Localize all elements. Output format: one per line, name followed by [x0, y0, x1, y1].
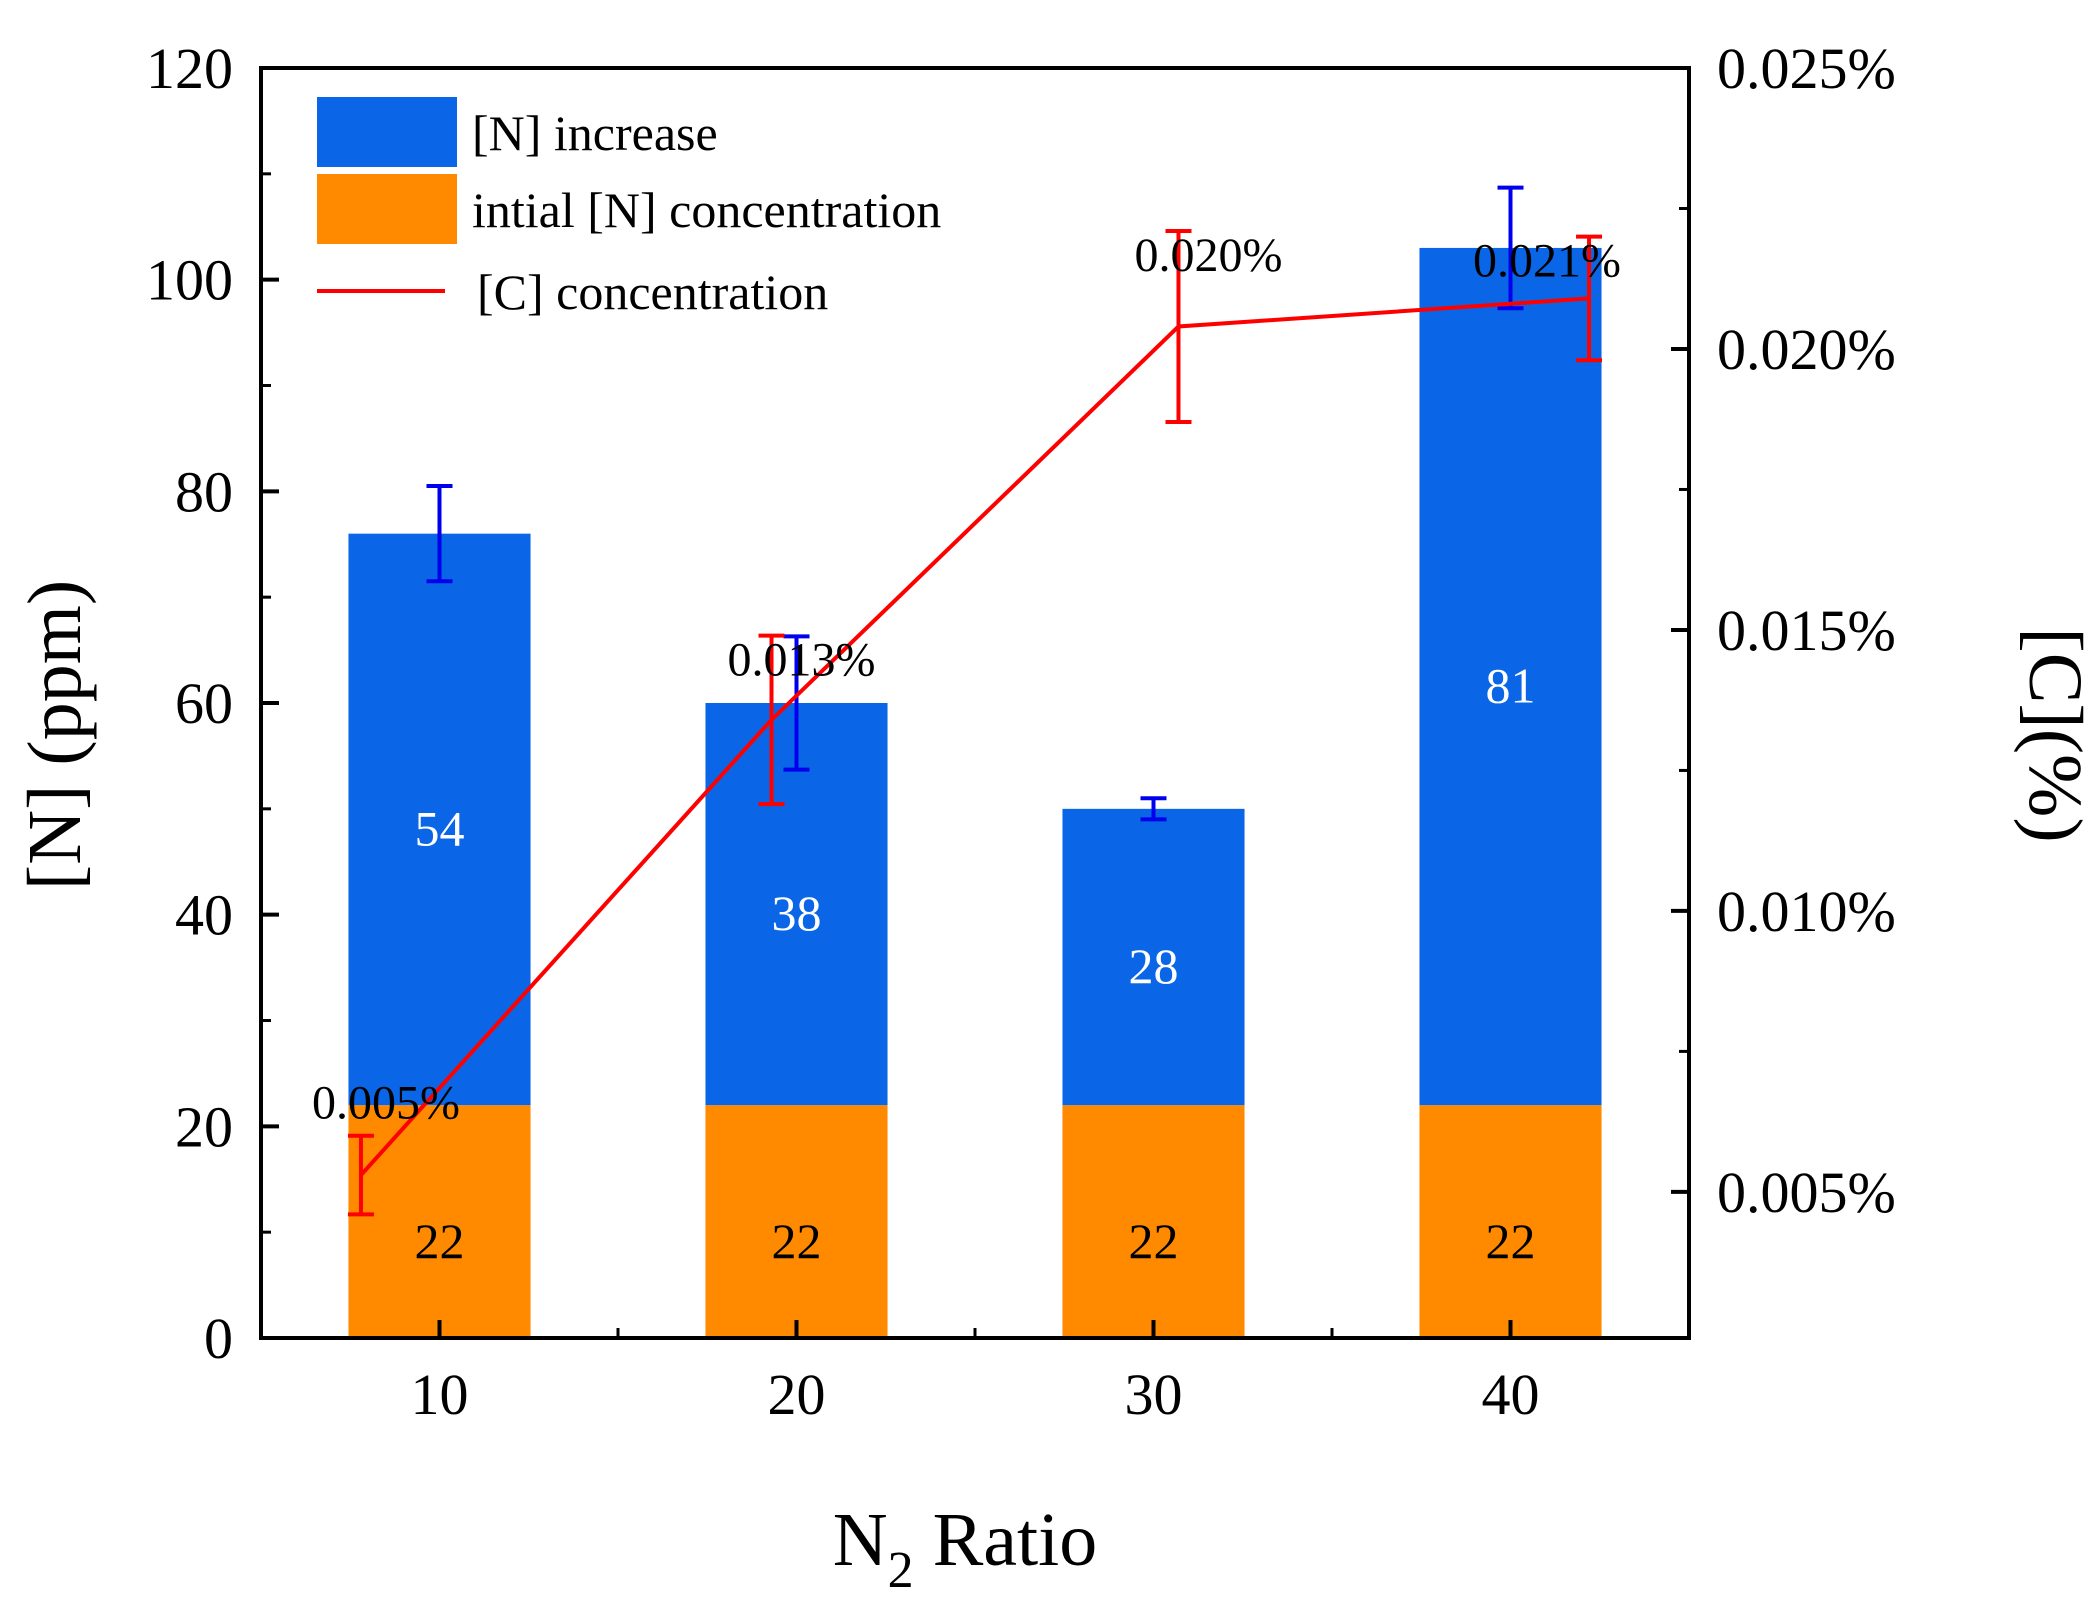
y2-tick-label: 0.015% — [1717, 598, 1896, 663]
x-axis-title-suffix: Ratio — [914, 1498, 1098, 1582]
bars-layer — [348, 247, 1602, 1338]
bar — [348, 533, 531, 1106]
y-tick-label: 0 — [204, 1306, 233, 1371]
x-tick-label: 20 — [768, 1362, 826, 1427]
carbon-line — [359, 296, 1590, 1177]
y-axis-title: [N] (ppm) — [13, 580, 97, 890]
bar-data-label: 54 — [415, 800, 465, 856]
y-tick-label: 20 — [175, 1094, 233, 1159]
bar-data-label: 22 — [1486, 1213, 1536, 1269]
x-tick-label: 10 — [411, 1362, 469, 1427]
legend: [N] increase intial [N] concentration [C… — [317, 97, 941, 320]
y-tick-label: 120 — [146, 36, 233, 101]
legend-swatch-initial — [317, 174, 457, 244]
bar-data-label: 22 — [772, 1213, 822, 1269]
carbon-data-label: 0.013% — [728, 634, 876, 687]
bar — [1419, 1105, 1602, 1338]
x-tick-label: 40 — [1482, 1362, 1540, 1427]
y-tick-label: 40 — [175, 883, 233, 948]
bar-labels-layer: 22 54 22 38 22 28 22 81 — [415, 658, 1536, 1269]
x-axis-title-subscript: 2 — [888, 1542, 914, 1599]
y2-tick-label: 0.020% — [1717, 317, 1896, 382]
legend-swatch-increase — [317, 97, 457, 167]
bar-data-label: 22 — [1129, 1213, 1179, 1269]
bar-data-label: 81 — [1486, 658, 1536, 714]
bar — [705, 1105, 888, 1338]
bar — [1062, 808, 1245, 1106]
axis-ticks: 10 20 30 40 0 20 40 60 80 100 120 0.005% 0.010% 0.015… — [146, 36, 1896, 1427]
carbon-data-label: 0.021% — [1473, 235, 1621, 288]
bar-data-label: 28 — [1129, 938, 1179, 994]
y2-tick-label: 0.010% — [1717, 879, 1896, 944]
y-tick-label: 100 — [146, 248, 233, 313]
bar-errorbars — [426, 185, 1524, 822]
carbon-line-layer: 0.005% 0.013% 0.020% 0.021% — [312, 228, 1621, 1217]
legend-label-carbon: [C] concentration — [477, 264, 828, 320]
carbon-data-label: 0.005% — [312, 1077, 460, 1130]
legend-label-increase: [N] increase — [472, 105, 718, 161]
bar-data-label: 22 — [415, 1213, 465, 1269]
bar — [348, 1105, 531, 1338]
y2-tick-label: 0.025% — [1717, 36, 1896, 101]
x-axis-title: N2 Ratio — [833, 1498, 1098, 1599]
bar-data-label: 38 — [772, 885, 822, 941]
y2-tick-label: 0.005% — [1717, 1160, 1896, 1225]
x-axis-title-main: N — [833, 1498, 888, 1582]
legend-label-initial: intial [N] concentration — [472, 182, 941, 238]
y2-axis-title: [C](%) — [2013, 627, 2095, 842]
carbon-data-label: 0.020% — [1134, 229, 1282, 282]
x-tick-label: 30 — [1125, 1362, 1183, 1427]
y-tick-label: 60 — [175, 671, 233, 736]
y-tick-label: 80 — [175, 459, 233, 524]
bar — [1419, 247, 1602, 1106]
bar — [1062, 1105, 1245, 1338]
